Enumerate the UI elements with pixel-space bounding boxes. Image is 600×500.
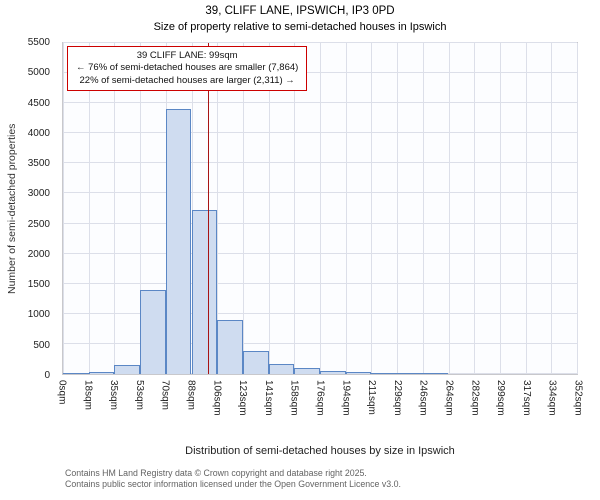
v-gridline	[448, 43, 450, 374]
x-tick-label: 18sqm	[82, 380, 94, 411]
chart-subtitle: Size of property relative to semi-detach…	[153, 21, 447, 33]
x-tick-label: 211sqm	[366, 380, 378, 415]
v-gridline	[217, 43, 219, 374]
histogram-bar	[371, 373, 398, 374]
histogram-bar	[140, 289, 166, 374]
x-tick-label: 158sqm	[288, 380, 300, 416]
v-gridline	[577, 43, 578, 374]
v-gridline	[397, 43, 399, 374]
histogram-bar	[345, 372, 372, 374]
histogram-bar	[268, 364, 295, 374]
v-gridline	[371, 43, 373, 374]
plot-area: 39 CLIFF LANE: 99sqm ← 76% of semi-detac…	[62, 42, 578, 375]
histogram-bar	[165, 109, 192, 374]
y-tick-label: 3000	[27, 188, 50, 200]
y-tick-label: 4500	[27, 97, 50, 109]
histogram-bar	[63, 373, 89, 374]
y-tick-label: 4000	[27, 127, 50, 139]
x-axis-label: Distribution of semi-detached houses by …	[185, 445, 455, 457]
y-tick-label: 5500	[27, 37, 50, 48]
histogram-bar	[422, 373, 449, 374]
x-tick-label: 334sqm	[546, 380, 558, 416]
chart-title: 39, CLIFF LANE, IPSWICH, IP3 0PD	[205, 5, 395, 17]
v-gridline	[268, 43, 270, 374]
histogram-bar	[114, 364, 141, 374]
histogram-bar	[294, 367, 320, 374]
v-gridline	[114, 43, 116, 374]
v-gridline	[191, 43, 193, 374]
x-tick-label: 317sqm	[520, 380, 532, 416]
y-tick-label: 2500	[27, 218, 50, 230]
y-tick-label: 2000	[27, 248, 50, 260]
y-tick-label: 1500	[27, 279, 50, 291]
x-tick-label: 282sqm	[469, 380, 481, 416]
histogram-bar	[320, 370, 346, 374]
v-gridline	[345, 43, 347, 374]
x-tick-label: 70sqm	[159, 380, 171, 411]
v-gridline	[499, 43, 501, 374]
x-tick-label: 299sqm	[495, 380, 507, 416]
y-tick-label: 0	[44, 370, 50, 381]
v-gridline	[422, 43, 424, 374]
h-gridline	[63, 42, 577, 43]
histogram-bar	[242, 350, 269, 374]
y-axis-ticks: 0 500 1000 1500 2000 2500 3000 3500 4000 4500 5000…	[0, 37, 58, 381]
x-tick-label: 194sqm	[340, 380, 352, 416]
y-tick-label: 5000	[27, 67, 50, 79]
v-gridline	[63, 43, 64, 374]
v-gridline	[551, 43, 553, 374]
annotation-line-1: 39 CLIFF LANE: 99sqm	[136, 50, 238, 61]
x-tick-label: 0sqm	[56, 380, 68, 405]
annotation-line-3: 22% of semi-detached houses are larger (…	[79, 74, 295, 86]
x-axis-ticks: 0sqm 18sqm 35sqm 53sqm 70sqm 88sqm 106sqm 123sq…	[57, 378, 584, 440]
histogram-bar	[191, 210, 218, 374]
x-tick-label: 88sqm	[185, 380, 197, 411]
y-tick-label: 3500	[27, 158, 50, 170]
footer-attribution-line-2: Contains public sector information licen…	[65, 479, 401, 489]
v-gridline	[242, 43, 244, 374]
x-tick-label: 106sqm	[211, 380, 223, 416]
x-tick-label: 35sqm	[108, 380, 120, 411]
y-tick-label: 1000	[27, 309, 50, 321]
x-tick-label: 176sqm	[314, 380, 326, 416]
x-tick-label: 246sqm	[417, 380, 429, 416]
property-size-marker-line	[207, 43, 210, 374]
v-gridline	[525, 43, 527, 374]
property-annotation-box: 39 CLIFF LANE: 99sqm ← 76% of semi-detac…	[67, 46, 308, 92]
x-tick-label: 141sqm	[262, 380, 274, 416]
v-gridline	[474, 43, 476, 374]
annotation-line-2: ← 76% of semi-detached houses are smalle…	[76, 62, 299, 74]
x-tick-label: 264sqm	[443, 380, 455, 416]
histogram-bar	[397, 373, 423, 374]
x-tick-label: 229sqm	[391, 380, 403, 416]
v-gridline	[294, 43, 296, 374]
x-tick-label: 352sqm	[572, 380, 584, 416]
histogram-bar	[217, 320, 243, 374]
histogram-bar	[88, 372, 115, 374]
v-gridline	[140, 43, 142, 374]
v-gridline	[320, 43, 321, 374]
x-tick-label: 123sqm	[237, 380, 249, 416]
y-tick-label: 500	[33, 339, 50, 351]
footer-attribution-line-1: Contains HM Land Registry data © Crown c…	[65, 468, 367, 478]
x-tick-label: 53sqm	[133, 380, 145, 411]
v-gridline	[88, 43, 90, 374]
